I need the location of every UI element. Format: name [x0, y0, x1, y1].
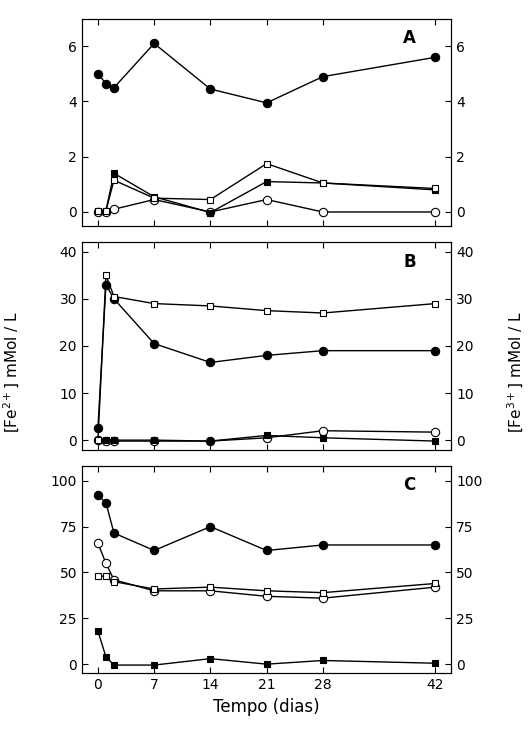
- X-axis label: Tempo (dias): Tempo (dias): [213, 698, 320, 716]
- Text: C: C: [403, 476, 416, 495]
- Text: B: B: [403, 253, 416, 271]
- Text: A: A: [403, 29, 416, 47]
- Text: [Fe$^{2+}$] mMol / L: [Fe$^{2+}$] mMol / L: [2, 311, 22, 433]
- Text: [Fe$^{3+}$] mMol / L: [Fe$^{3+}$] mMol / L: [506, 311, 526, 433]
